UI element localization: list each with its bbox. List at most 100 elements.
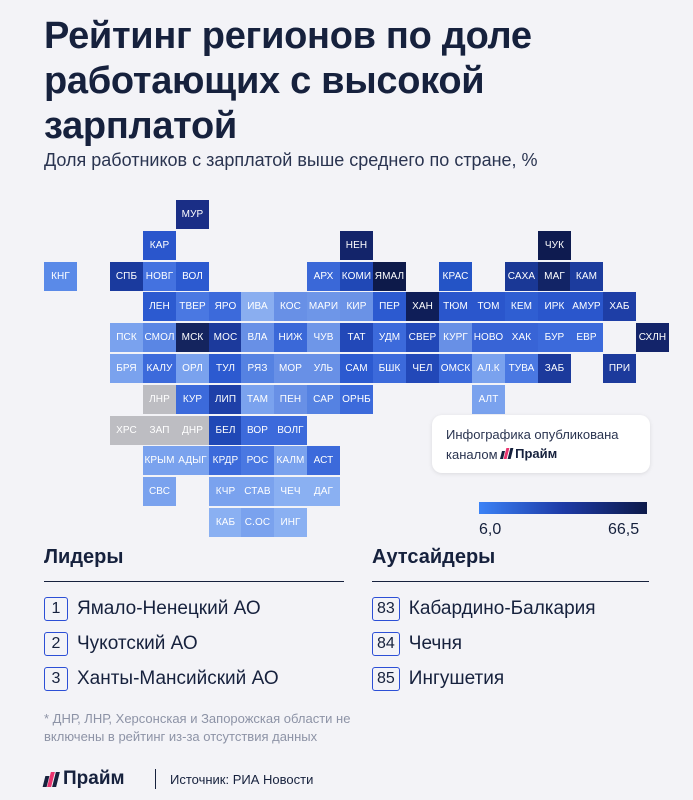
region-tile-тул: ТУЛ: [209, 354, 242, 383]
region-tile-ирк: ИРК: [538, 292, 571, 321]
region-tile-чел: ЧЕЛ: [406, 354, 439, 383]
region-tile-ниж: НИЖ: [274, 323, 307, 352]
info-brand-name: Прайм: [515, 446, 558, 461]
region-name: Кабардино-Балкария: [408, 598, 596, 619]
region-tile-кнг: КНГ: [44, 262, 77, 291]
region-tile-яро: ЯРО: [209, 292, 242, 321]
region-tile-рос: РОС: [241, 446, 274, 475]
region-tile-пер: ПЕР: [373, 292, 406, 321]
region-tile-нен: НЕН: [340, 231, 373, 260]
region-name: Ямало-Ненецкий АО: [77, 598, 261, 619]
region-tile-кар: КАР: [143, 231, 176, 260]
region-tile-хрс: ХРС: [110, 416, 143, 445]
region-tile-хаб: ХАБ: [603, 292, 636, 321]
leader-item: 3 Ханты-Мансийский АО: [44, 667, 279, 691]
region-tile-амур: АМУР: [570, 292, 603, 321]
region-tile-пен: ПЕН: [274, 385, 307, 414]
region-tile-тат: ТАТ: [340, 323, 373, 352]
region-name: Чукотский АО: [77, 633, 198, 654]
region-tile-кур: КУР: [176, 385, 209, 414]
outsiders-heading: Аутсайдеры: [372, 546, 496, 568]
region-tile-омск: ОМСК: [439, 354, 472, 383]
region-tile-хан: ХАН: [406, 292, 439, 321]
outsider-item: 84 Чечня: [372, 632, 462, 656]
region-tile-лип: ЛИП: [209, 385, 242, 414]
region-tile-калм: КАЛМ: [274, 446, 307, 475]
region-tile-крым: КРЫМ: [143, 446, 176, 475]
rank-number: 83: [372, 597, 400, 621]
region-tile-кам: КАМ: [570, 262, 603, 291]
region-tile-уль: УЛЬ: [307, 354, 340, 383]
rank-number: 84: [372, 632, 400, 656]
region-tile-зап: ЗАП: [143, 416, 176, 445]
region-tile-сам: САМ: [340, 354, 373, 383]
region-tile-бел: БЕЛ: [209, 416, 242, 445]
region-tile-коми: КОМИ: [340, 262, 373, 291]
region-tile-кург: КУРГ: [439, 323, 472, 352]
region-tile-сос: С.ОС: [241, 508, 274, 537]
region-tile-инг: ИНГ: [274, 508, 307, 537]
region-tile-свер: СВЕР: [406, 323, 439, 352]
region-tile-спб: СПБ: [110, 262, 143, 291]
brand-logo-icon: [42, 771, 60, 787]
brand-logo-icon: [500, 448, 514, 459]
legend-max: 66,5: [608, 521, 640, 538]
region-tile-чув: ЧУВ: [307, 323, 340, 352]
region-tile-кем: КЕМ: [505, 292, 538, 321]
region-tile-ряз: РЯЗ: [241, 354, 274, 383]
rank-number: 85: [372, 667, 400, 691]
footer-brand-name: Прайм: [63, 768, 125, 789]
region-tile-кчр: КЧР: [209, 477, 242, 506]
footer-separator: [155, 769, 156, 789]
footer-logo[interactable]: Прайм: [42, 768, 125, 790]
region-tile-калу: КАЛУ: [143, 354, 176, 383]
leaders-divider: [44, 581, 344, 582]
region-tile-мор: МОР: [274, 354, 307, 383]
region-tile-орл: ОРЛ: [176, 354, 209, 383]
outsiders-divider: [372, 581, 649, 582]
region-tile-бря: БРЯ: [110, 354, 143, 383]
region-tile-саха: САХА: [505, 262, 538, 291]
region-tile-кос: КОС: [274, 292, 307, 321]
region-tile-орнб: ОРНБ: [340, 385, 373, 414]
region-name: Ханты-Мансийский АО: [77, 668, 279, 689]
region-tile-чеч: ЧЕЧ: [274, 477, 307, 506]
region-tile-став: СТАВ: [241, 477, 274, 506]
region-tile-ямал: ЯМАЛ: [373, 262, 406, 291]
info-text-line1: Инфографика опубликована: [446, 427, 619, 442]
region-tile-мск: МСК: [176, 323, 209, 352]
rank-number: 3: [44, 667, 68, 691]
region-tile-мари: МАРИ: [307, 292, 340, 321]
color-scale-bar: [479, 502, 647, 514]
region-tile-заб: ЗАБ: [538, 354, 571, 383]
region-tile-тува: ТУВА: [505, 354, 538, 383]
region-tile-бур: БУР: [538, 323, 571, 352]
region-tile-хак: ХАК: [505, 323, 538, 352]
info-box: Инфографика опубликована каналом Прайм: [432, 415, 650, 473]
region-tile-крас: КРАС: [439, 262, 472, 291]
region-tile-тюм: ТЮМ: [439, 292, 472, 321]
info-text-line2: каналом: [446, 447, 498, 462]
region-tile-вор: ВОР: [241, 416, 274, 445]
rank-number: 1: [44, 597, 68, 621]
outsider-item: 85 Ингушетия: [372, 667, 504, 691]
region-tile-смол: СМОЛ: [143, 323, 176, 352]
info-brand[interactable]: Прайм: [500, 444, 558, 463]
region-name: Ингушетия: [408, 668, 505, 689]
region-tile-сар: САР: [307, 385, 340, 414]
region-tile-лнр: ЛНР: [143, 385, 176, 414]
leader-item: 2 Чукотский АО: [44, 632, 198, 656]
region-tile-адыг: АДЫГ: [176, 446, 209, 475]
region-tile-лен: ЛЕН: [143, 292, 176, 321]
region-tile-при: ПРИ: [603, 354, 636, 383]
region-tile-там: ТАМ: [241, 385, 274, 414]
region-tile-аст: АСТ: [307, 446, 340, 475]
region-tile-мос: МОС: [209, 323, 242, 352]
region-tile-пск: ПСК: [110, 323, 143, 352]
outsider-item: 83 Кабардино-Балкария: [372, 597, 596, 621]
region-tile-удм: УДМ: [373, 323, 406, 352]
region-tile-алк: АЛ.К: [472, 354, 505, 383]
region-tile-твер: ТВЕР: [176, 292, 209, 321]
page-title: Рейтинг регионов по доле работающих с вы…: [44, 15, 532, 147]
region-tile-том: ТОМ: [472, 292, 505, 321]
